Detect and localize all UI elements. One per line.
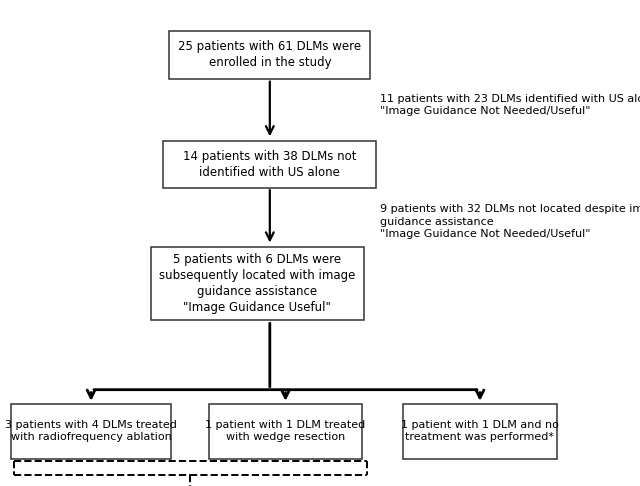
Text: 1 patient with 1 DLM treated
with wedge resection: 1 patient with 1 DLM treated with wedge … [205, 420, 365, 442]
Text: 11 patients with 23 DLMs identified with US alone
"Image Guidance Not Needed/Use: 11 patients with 23 DLMs identified with… [380, 94, 640, 116]
FancyBboxPatch shape [170, 31, 370, 79]
Text: 5 patients with 6 DLMs were
subsequently located with image
guidance assistance
: 5 patients with 6 DLMs were subsequently… [159, 253, 355, 314]
FancyBboxPatch shape [150, 246, 364, 320]
Text: 1 patient with 1 DLM and no
treatment was performed*: 1 patient with 1 DLM and no treatment wa… [401, 420, 559, 442]
Text: 9 patients with 32 DLMs not located despite image
guidance assistance
"Image Gui: 9 patients with 32 DLMs not located desp… [380, 204, 640, 239]
FancyBboxPatch shape [11, 404, 171, 458]
Text: 25 patients with 61 DLMs were
enrolled in the study: 25 patients with 61 DLMs were enrolled i… [179, 40, 362, 69]
FancyBboxPatch shape [209, 404, 362, 458]
FancyBboxPatch shape [163, 140, 376, 188]
Text: 14 patients with 38 DLMs not
identified with US alone: 14 patients with 38 DLMs not identified … [183, 150, 356, 179]
Text: 3 patients with 4 DLMs treated
with radiofrequency ablation: 3 patients with 4 DLMs treated with radi… [5, 420, 177, 442]
FancyBboxPatch shape [403, 404, 557, 458]
